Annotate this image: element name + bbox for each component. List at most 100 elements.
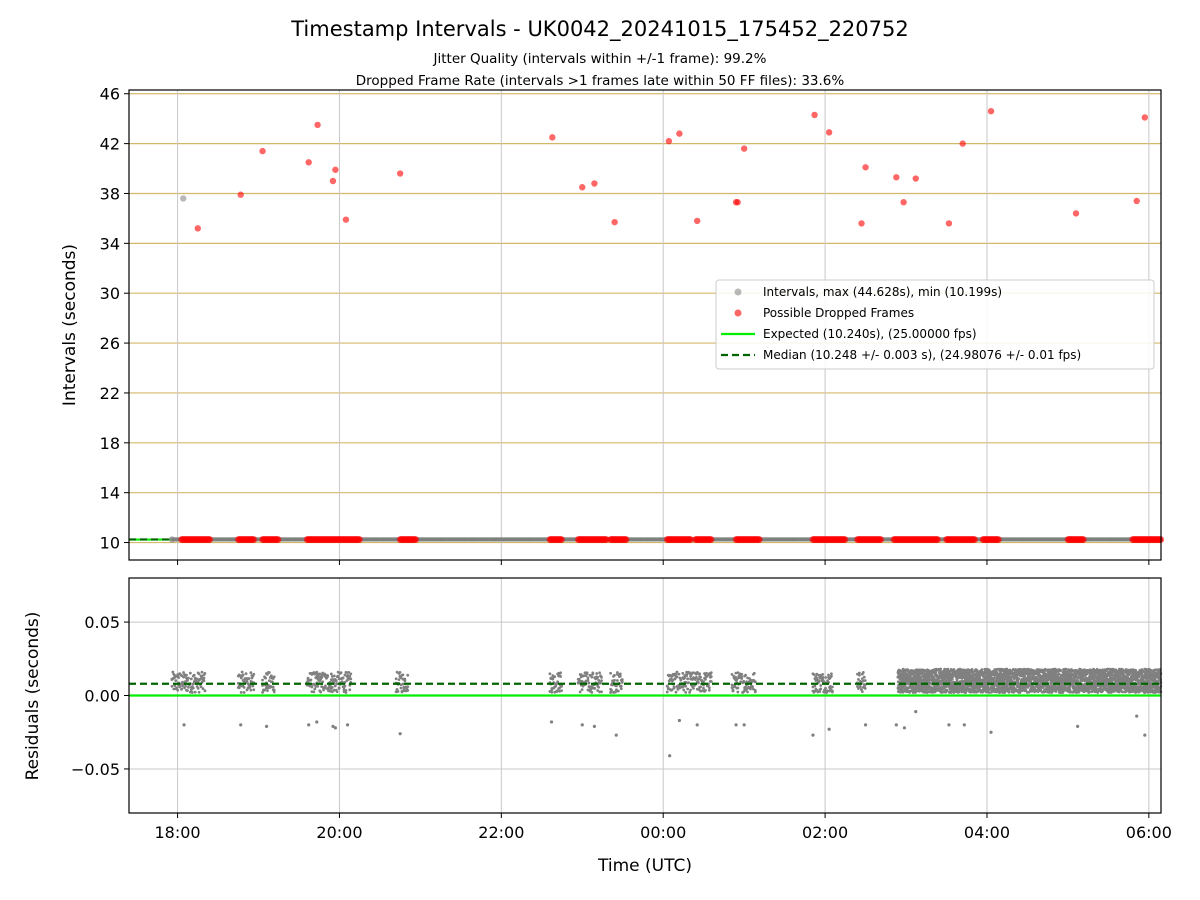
residual-point	[249, 688, 253, 692]
residual-point	[341, 676, 345, 680]
residual-point	[180, 687, 184, 691]
residual-point	[997, 685, 1001, 688]
residual-point	[193, 690, 197, 694]
residual-point	[752, 671, 756, 675]
residual-point	[578, 690, 582, 694]
residual-point	[598, 671, 601, 675]
dropped-frame-point	[237, 191, 244, 198]
residual-point	[600, 675, 603, 679]
residual-point	[551, 677, 555, 681]
residual-point	[857, 687, 860, 690]
residual-point	[266, 689, 269, 693]
dropped-frame-point	[841, 536, 849, 543]
intervals-ytick-label: 30	[100, 284, 120, 303]
residual-point	[905, 672, 909, 675]
residual-point	[684, 684, 688, 688]
residual-point	[182, 675, 185, 679]
residual-point	[746, 690, 749, 694]
residual-point	[934, 671, 938, 674]
residual-point	[1026, 685, 1030, 689]
residual-point	[348, 688, 352, 692]
residual-point	[860, 690, 864, 694]
legend-label-dropped: Possible Dropped Frames	[763, 306, 914, 320]
residual-point	[677, 672, 681, 676]
intervals-ytick-label: 46	[100, 85, 120, 104]
dropped-frame-point	[305, 159, 312, 166]
residual-point	[819, 684, 823, 687]
residual-point	[590, 691, 594, 694]
dropped-frame-point	[1133, 197, 1140, 205]
residual-point	[330, 685, 334, 689]
residual-point	[861, 671, 865, 674]
intervals-grid	[129, 90, 1161, 560]
residual-point	[334, 679, 338, 683]
residual-point	[683, 676, 687, 680]
residual-point	[818, 690, 822, 693]
residual-point	[824, 676, 827, 679]
residual-point	[742, 679, 746, 683]
residual-point	[186, 689, 189, 693]
dropped-frame-point	[912, 175, 919, 182]
residual-point	[192, 673, 196, 677]
dropped-frame-point	[893, 174, 900, 181]
residual-point	[610, 688, 613, 692]
dropped-frame-point	[274, 536, 282, 543]
legend-box	[715, 279, 1155, 370]
residual-point	[344, 689, 348, 692]
residual-point	[939, 667, 943, 671]
residual-point	[199, 685, 203, 689]
dropped-frame-point	[332, 166, 339, 173]
residual-point	[735, 678, 739, 681]
residual-point	[694, 676, 698, 679]
residual-point	[821, 672, 825, 676]
residual-point	[272, 688, 276, 692]
intervals-frame	[128, 89, 1162, 561]
residual-point	[616, 689, 620, 693]
residual-point	[709, 675, 713, 679]
legend-label-intervals: Intervals, max (44.628s), min (10.199s)	[763, 285, 1002, 299]
residual-point	[315, 675, 319, 678]
interval-point	[180, 195, 187, 202]
residual-point	[952, 668, 956, 671]
dropped-frame-point	[412, 536, 420, 543]
residual-point	[399, 676, 403, 680]
residual-point	[619, 687, 623, 691]
residual-point	[699, 685, 703, 689]
residual-point	[619, 684, 623, 688]
residual-point	[272, 690, 276, 694]
residual-point	[321, 680, 325, 684]
dropped-frame-point	[971, 536, 979, 543]
residual-point	[553, 675, 557, 679]
residual-point	[406, 673, 410, 677]
legend-marker-intervals	[734, 288, 742, 296]
residual-point	[348, 674, 352, 678]
residual-point	[267, 671, 271, 674]
chart-title: Timestamp Intervals - UK0042_20241015_17…	[290, 17, 909, 42]
residual-point	[751, 685, 754, 688]
residual-point	[817, 673, 821, 677]
residual-point	[940, 685, 944, 689]
residual-point	[203, 689, 207, 693]
residual-point	[830, 674, 833, 678]
residual-point	[675, 670, 679, 674]
residual-point	[684, 690, 688, 694]
residual-point	[189, 688, 193, 692]
residual-point	[550, 690, 554, 694]
residual-point	[817, 680, 821, 684]
residual-point	[827, 673, 830, 677]
residual-point	[863, 679, 867, 682]
dropped-frame-point	[862, 164, 869, 171]
residual-point	[688, 671, 691, 675]
residual-point	[171, 670, 175, 674]
residual-point	[927, 675, 931, 679]
residual-point	[694, 678, 697, 682]
dropped-frame-point	[194, 225, 201, 232]
dropped-frame-point	[259, 147, 266, 155]
residual-point	[709, 680, 713, 683]
residual-point	[190, 691, 194, 694]
residual-point	[336, 674, 340, 678]
residual-point	[863, 686, 867, 690]
residual-point	[858, 671, 861, 675]
